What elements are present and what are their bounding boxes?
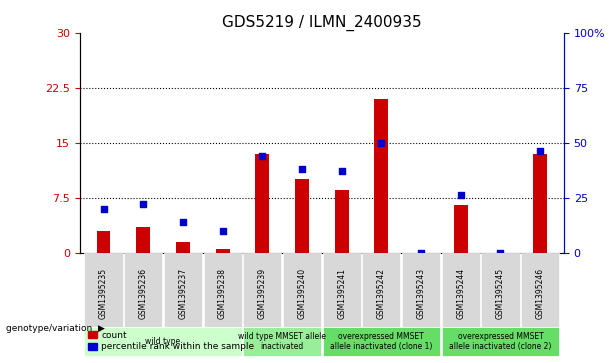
Point xyxy=(535,148,545,154)
Point xyxy=(257,153,267,159)
Text: GSM1395238: GSM1395238 xyxy=(218,268,227,319)
Point xyxy=(495,250,505,256)
Text: GSM1395236: GSM1395236 xyxy=(139,268,148,319)
Legend: count, percentile rank within the sample: count, percentile rank within the sample xyxy=(84,327,258,355)
FancyBboxPatch shape xyxy=(322,327,440,356)
FancyBboxPatch shape xyxy=(402,253,440,327)
FancyBboxPatch shape xyxy=(521,253,559,327)
Point xyxy=(99,206,109,212)
FancyBboxPatch shape xyxy=(164,253,202,327)
Text: GSM1395235: GSM1395235 xyxy=(99,268,108,319)
Bar xyxy=(176,242,190,253)
Title: GDS5219 / ILMN_2400935: GDS5219 / ILMN_2400935 xyxy=(222,15,422,31)
Bar xyxy=(454,205,468,253)
Bar xyxy=(97,231,110,253)
FancyBboxPatch shape xyxy=(124,253,162,327)
Text: genotype/variation  ▶: genotype/variation ▶ xyxy=(6,324,105,333)
Text: GSM1395242: GSM1395242 xyxy=(377,268,386,319)
Bar xyxy=(216,249,229,253)
Text: wild type MMSET allele
inactivated: wild type MMSET allele inactivated xyxy=(238,332,326,351)
FancyBboxPatch shape xyxy=(442,327,559,356)
Point xyxy=(376,140,386,146)
Text: GSM1395237: GSM1395237 xyxy=(178,268,188,319)
Bar xyxy=(375,99,388,253)
Point xyxy=(297,166,307,172)
Text: overexpressed MMSET
allele inactivated (clone 1): overexpressed MMSET allele inactivated (… xyxy=(330,332,433,351)
FancyBboxPatch shape xyxy=(481,253,519,327)
Point xyxy=(218,228,227,233)
Bar xyxy=(295,179,309,253)
Text: GSM1395246: GSM1395246 xyxy=(536,268,544,319)
Point xyxy=(416,250,426,256)
Bar xyxy=(335,190,349,253)
Text: wild type: wild type xyxy=(145,337,181,346)
FancyBboxPatch shape xyxy=(322,253,360,327)
Text: GSM1395241: GSM1395241 xyxy=(337,268,346,319)
Text: GSM1395243: GSM1395243 xyxy=(417,268,425,319)
Point xyxy=(139,201,148,207)
FancyBboxPatch shape xyxy=(85,253,123,327)
Text: GSM1395245: GSM1395245 xyxy=(496,268,505,319)
FancyBboxPatch shape xyxy=(243,253,281,327)
Bar xyxy=(256,154,269,253)
Text: GSM1395244: GSM1395244 xyxy=(456,268,465,319)
FancyBboxPatch shape xyxy=(283,253,321,327)
Point xyxy=(337,168,346,174)
FancyBboxPatch shape xyxy=(442,253,480,327)
Text: GSM1395239: GSM1395239 xyxy=(258,268,267,319)
FancyBboxPatch shape xyxy=(362,253,400,327)
Point xyxy=(456,192,466,198)
Text: GSM1395240: GSM1395240 xyxy=(297,268,306,319)
FancyBboxPatch shape xyxy=(204,253,242,327)
FancyBboxPatch shape xyxy=(243,327,321,356)
Bar xyxy=(533,154,547,253)
Text: overexpressed MMSET
allele inactivated (clone 2): overexpressed MMSET allele inactivated (… xyxy=(449,332,552,351)
Point xyxy=(178,219,188,225)
Bar xyxy=(136,227,150,253)
FancyBboxPatch shape xyxy=(85,327,242,356)
